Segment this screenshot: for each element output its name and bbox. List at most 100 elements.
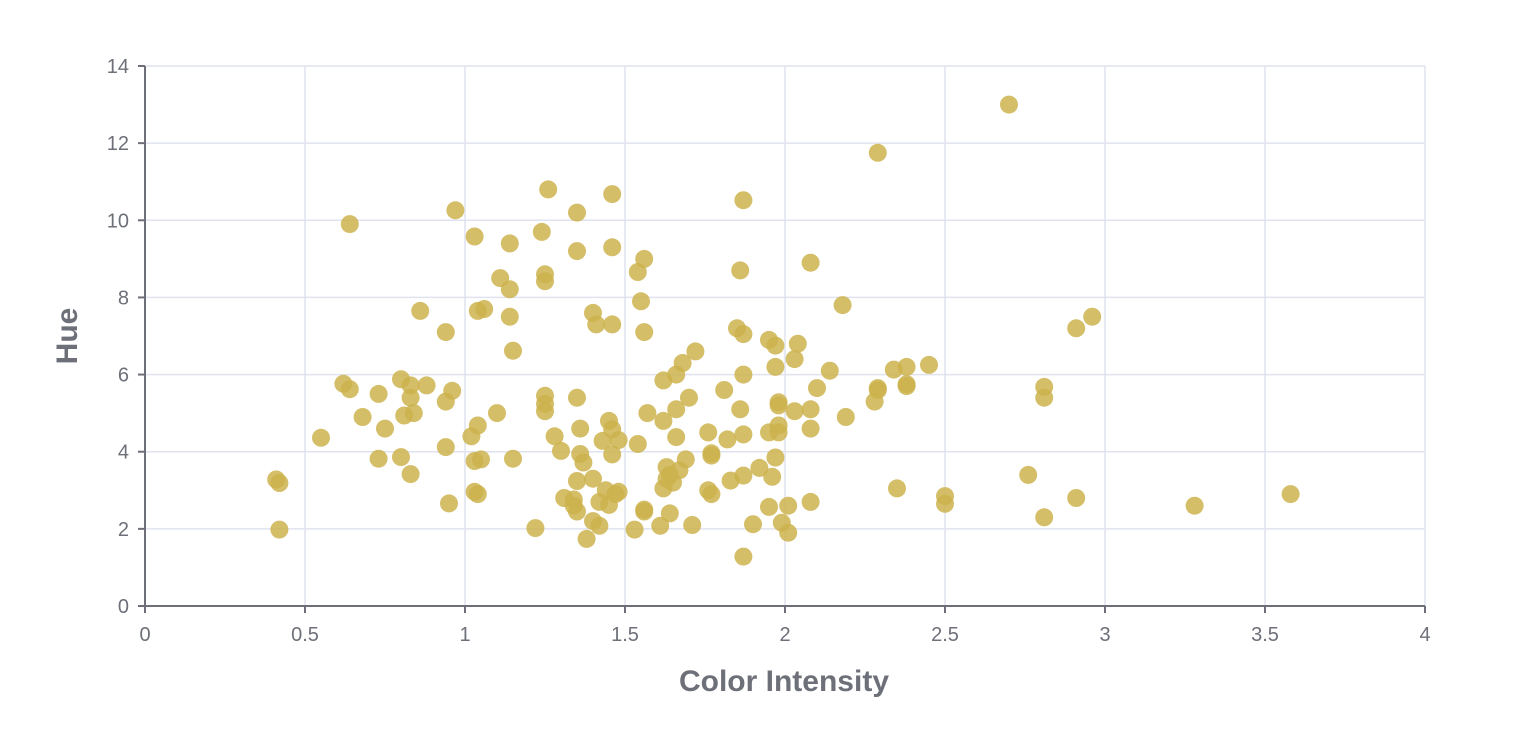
data-point	[468, 485, 487, 504]
x-tick-label: 3	[1099, 624, 1110, 646]
data-point	[568, 472, 586, 490]
data-point	[801, 400, 820, 419]
data-point	[632, 292, 650, 311]
data-point	[718, 430, 737, 449]
data-point	[500, 307, 519, 326]
data-point	[545, 427, 564, 446]
data-point	[440, 494, 458, 513]
data-point	[436, 323, 455, 342]
data-point	[667, 400, 686, 419]
data-point	[475, 300, 494, 318]
data-point	[1019, 465, 1038, 484]
grid-lines	[145, 65, 1426, 606]
data-point	[785, 350, 804, 369]
data-point	[628, 435, 647, 453]
data-point	[1000, 95, 1018, 114]
y-tick-label: 10	[107, 210, 129, 232]
data-point	[731, 400, 750, 419]
y-tick-label: 4	[118, 442, 129, 464]
data-point	[635, 249, 654, 268]
data-point	[868, 143, 887, 162]
data-point	[801, 419, 820, 438]
data-point	[667, 428, 686, 447]
data-point	[417, 376, 436, 395]
data-point	[635, 323, 654, 342]
data-point	[734, 425, 753, 444]
data-point	[536, 272, 554, 291]
data-point	[590, 516, 609, 535]
y-tick-label: 0	[118, 596, 129, 618]
data-point	[500, 234, 519, 253]
data-point	[820, 361, 839, 380]
data-point	[744, 515, 762, 534]
data-point	[603, 238, 622, 257]
data-point	[568, 502, 586, 521]
data-point	[715, 381, 734, 399]
data-point	[769, 396, 788, 415]
data-point	[1067, 489, 1086, 507]
data-point	[651, 516, 670, 535]
data-point	[1035, 388, 1054, 407]
data-point	[504, 341, 522, 360]
data-point	[763, 467, 782, 486]
y-tick-label: 8	[118, 287, 129, 309]
x-tick-label: 2	[779, 624, 790, 646]
data-point	[568, 242, 586, 261]
data-point	[760, 497, 778, 516]
x-axis-title: Color Intensity	[679, 665, 889, 698]
data-point	[443, 381, 462, 400]
data-point	[868, 381, 887, 399]
data-point	[897, 377, 916, 396]
x-tick-label: 0	[139, 624, 150, 646]
data-point	[526, 519, 545, 538]
data-point	[603, 315, 622, 334]
data-point	[574, 453, 593, 472]
data-point	[888, 479, 906, 498]
data-point	[401, 465, 420, 484]
data-point	[472, 450, 490, 469]
data-point	[833, 296, 852, 315]
data-point	[552, 441, 570, 460]
x-tick-label: 1	[459, 624, 470, 646]
data-point	[734, 365, 753, 384]
data-point	[340, 215, 359, 234]
data-point	[404, 404, 423, 423]
data-point	[411, 301, 430, 320]
data-point	[680, 388, 698, 407]
data-point	[401, 376, 420, 395]
data-point	[673, 354, 692, 372]
data-point	[465, 227, 484, 246]
data-point	[312, 428, 330, 447]
data-point	[699, 423, 718, 442]
data-point	[801, 253, 820, 272]
data-point	[392, 448, 410, 467]
data-point	[1083, 307, 1102, 326]
data-point	[587, 315, 606, 334]
data-point	[488, 404, 506, 423]
data-point	[635, 502, 654, 521]
x-tick-label: 0.5	[291, 624, 319, 646]
data-point	[785, 402, 804, 421]
data-point	[702, 485, 721, 504]
data-point	[769, 423, 788, 442]
data-point	[369, 384, 388, 403]
data-point	[676, 450, 695, 469]
data-point	[750, 458, 769, 477]
data-point	[603, 185, 622, 204]
data-point	[376, 419, 394, 438]
tick-labels: 0 0.5 1 1.5 2 2.5 3 3.5 4 0 2 4 6 8 10 12 14	[107, 56, 1431, 646]
data-point	[734, 547, 753, 566]
data-point	[836, 408, 855, 426]
data-point	[779, 523, 798, 542]
data-point	[625, 520, 644, 539]
y-tick-label: 14	[107, 56, 129, 78]
data-point	[654, 411, 673, 430]
data-points	[267, 95, 1300, 566]
data-point	[270, 474, 289, 492]
data-point	[571, 419, 590, 438]
x-tick-label: 3.5	[1251, 624, 1279, 646]
y-tick-label: 6	[118, 365, 129, 387]
data-point	[734, 191, 753, 210]
axes	[138, 65, 1426, 613]
